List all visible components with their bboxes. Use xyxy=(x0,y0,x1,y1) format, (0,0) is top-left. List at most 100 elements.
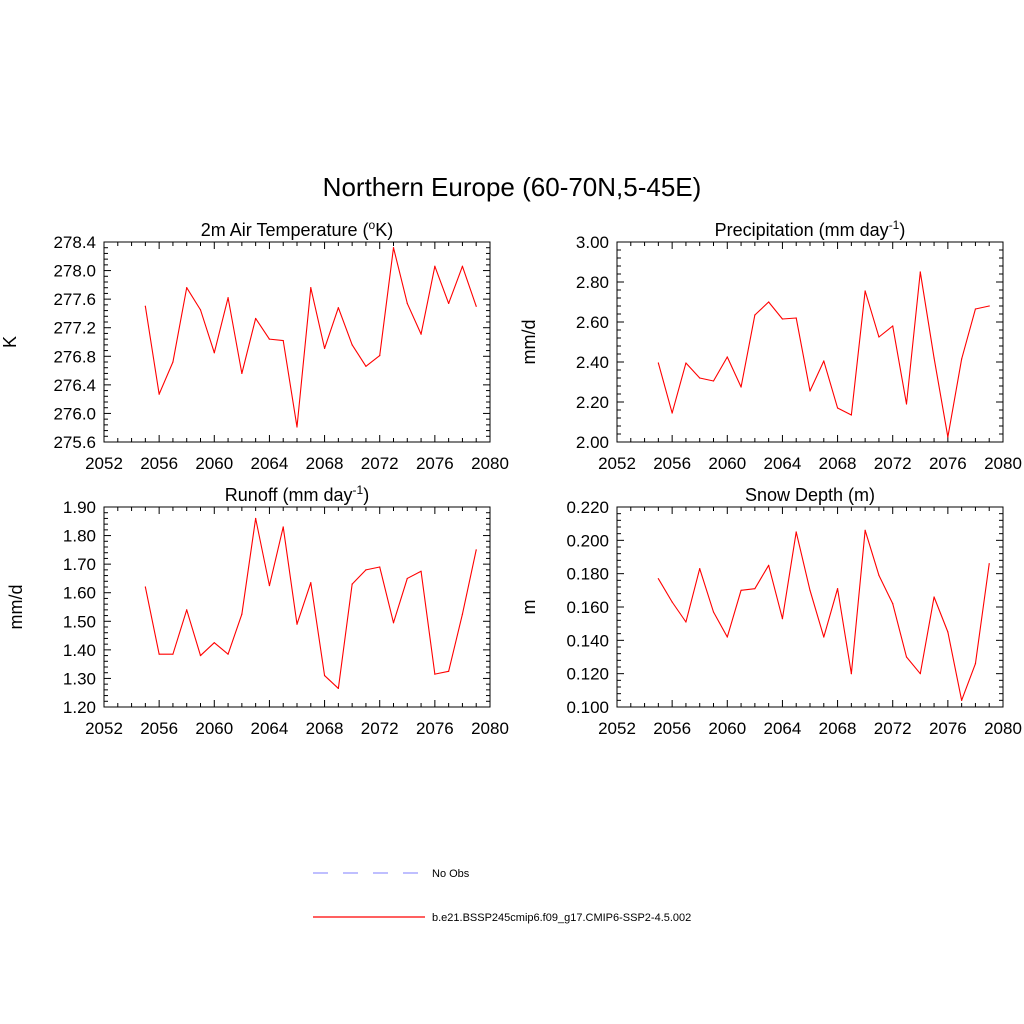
y-tick-label: 0.180 xyxy=(566,565,609,584)
data-point xyxy=(296,623,298,625)
data-point xyxy=(961,358,963,360)
panel-title: Snow Depth (m) xyxy=(745,485,875,505)
data-point xyxy=(892,325,894,327)
data-point xyxy=(475,549,477,551)
data-point xyxy=(392,622,395,624)
y-tick-label: 277.2 xyxy=(53,319,96,338)
data-point xyxy=(296,426,298,428)
data-point xyxy=(671,412,673,414)
x-tick-label: 2056 xyxy=(653,719,691,738)
x-tick-label: 2068 xyxy=(819,454,857,473)
data-point xyxy=(768,301,770,303)
data-point xyxy=(310,582,312,584)
panel-title: 2m Air Temperature (oK) xyxy=(201,218,393,240)
panel-title-end: K) xyxy=(375,220,393,240)
panel-title-superscript: -1 xyxy=(353,483,364,497)
data-point xyxy=(227,297,229,299)
y-axis-label: m xyxy=(519,600,539,615)
data-point xyxy=(172,653,174,655)
data-point xyxy=(712,611,715,613)
legend-item: b.e21.BSSP245cmip6.f09_g17.CMIP6-SSP2-4.… xyxy=(313,912,691,924)
x-tick-label: 2064 xyxy=(764,719,802,738)
x-tick-label: 2064 xyxy=(251,454,289,473)
data-point xyxy=(919,673,921,675)
y-tick-label: 275.6 xyxy=(53,433,96,452)
data-point xyxy=(186,609,188,611)
x-tick-label: 2080 xyxy=(984,719,1022,738)
data-point xyxy=(974,308,977,310)
data-point xyxy=(434,265,436,267)
data-point xyxy=(685,362,687,364)
x-tick-label: 2068 xyxy=(819,719,857,738)
panel-title-main: 2m Air Temperature ( xyxy=(201,220,369,240)
data-point xyxy=(434,673,436,675)
y-tick-label: 0.160 xyxy=(566,598,609,617)
data-point xyxy=(754,314,756,316)
data-point xyxy=(213,642,215,644)
x-tick-label: 2056 xyxy=(653,454,691,473)
data-point xyxy=(809,390,811,392)
x-tick-label: 2080 xyxy=(984,454,1022,473)
data-point xyxy=(823,360,825,362)
data-point xyxy=(323,674,326,677)
series-line xyxy=(657,529,990,701)
data-point xyxy=(241,372,243,375)
data-point xyxy=(420,333,422,335)
x-tick-label: 2052 xyxy=(85,719,123,738)
data-point xyxy=(878,574,880,576)
plot-frame xyxy=(103,506,491,708)
data-point xyxy=(836,588,839,590)
data-point xyxy=(255,317,257,320)
data-point xyxy=(768,564,770,566)
x-tick-label: 2072 xyxy=(361,454,399,473)
data-point xyxy=(699,377,701,379)
data-point xyxy=(448,302,450,305)
data-point xyxy=(227,653,229,655)
plot-frame xyxy=(103,241,491,443)
y-tick-label: 1.30 xyxy=(63,669,96,688)
y-tick-label: 278.4 xyxy=(53,233,96,252)
y-tick-label: 2.80 xyxy=(576,273,609,292)
data-point xyxy=(475,305,477,307)
data-point xyxy=(172,361,174,363)
x-tick-label: 2060 xyxy=(708,454,746,473)
data-point xyxy=(657,578,659,580)
data-point xyxy=(781,618,784,620)
data-point xyxy=(461,265,464,267)
legend-label: No Obs xyxy=(432,868,470,880)
data-point xyxy=(365,365,367,367)
data-point xyxy=(836,407,839,409)
y-tick-label: 0.140 xyxy=(566,631,609,650)
x-tick-label: 2064 xyxy=(251,719,289,738)
x-tick-label: 2076 xyxy=(416,454,454,473)
data-point xyxy=(919,271,921,273)
panel-2: 2052 2056 2060 2064 2068 2072 2076 2080 2.00 2.20… xyxy=(519,218,1022,473)
data-point xyxy=(988,305,990,307)
data-point xyxy=(988,563,990,565)
y-axis-label: K xyxy=(0,336,20,348)
data-point xyxy=(186,287,188,289)
y-tick-label: 2.20 xyxy=(576,393,609,412)
data-point xyxy=(712,380,715,382)
data-point xyxy=(158,653,160,655)
data-point xyxy=(144,586,146,588)
data-point xyxy=(282,339,284,342)
y-tick-label: 2.00 xyxy=(576,433,609,452)
data-point xyxy=(685,621,687,623)
panel-title: Precipitation (mm day-1) xyxy=(715,218,906,240)
y-tick-label: 276.4 xyxy=(53,376,96,395)
data-point xyxy=(795,317,797,319)
x-tick-label: 2064 xyxy=(764,454,802,473)
panel-title-superscript: o xyxy=(369,218,376,232)
panel-3: 2052 2056 2060 2064 2068 2072 2076 2080 1.20 1.30… xyxy=(6,483,509,738)
x-tick-label: 2072 xyxy=(874,719,912,738)
x-tick-label: 2052 xyxy=(598,454,636,473)
data-point xyxy=(420,570,422,572)
x-tick-label: 2060 xyxy=(195,454,233,473)
data-point xyxy=(268,338,271,340)
y-tick-label: 2.60 xyxy=(576,313,609,332)
y-tick-label: 3.00 xyxy=(576,233,609,252)
data-point xyxy=(726,636,728,638)
panel-title-main: Runoff (mm day xyxy=(225,485,353,505)
data-point xyxy=(974,663,977,665)
